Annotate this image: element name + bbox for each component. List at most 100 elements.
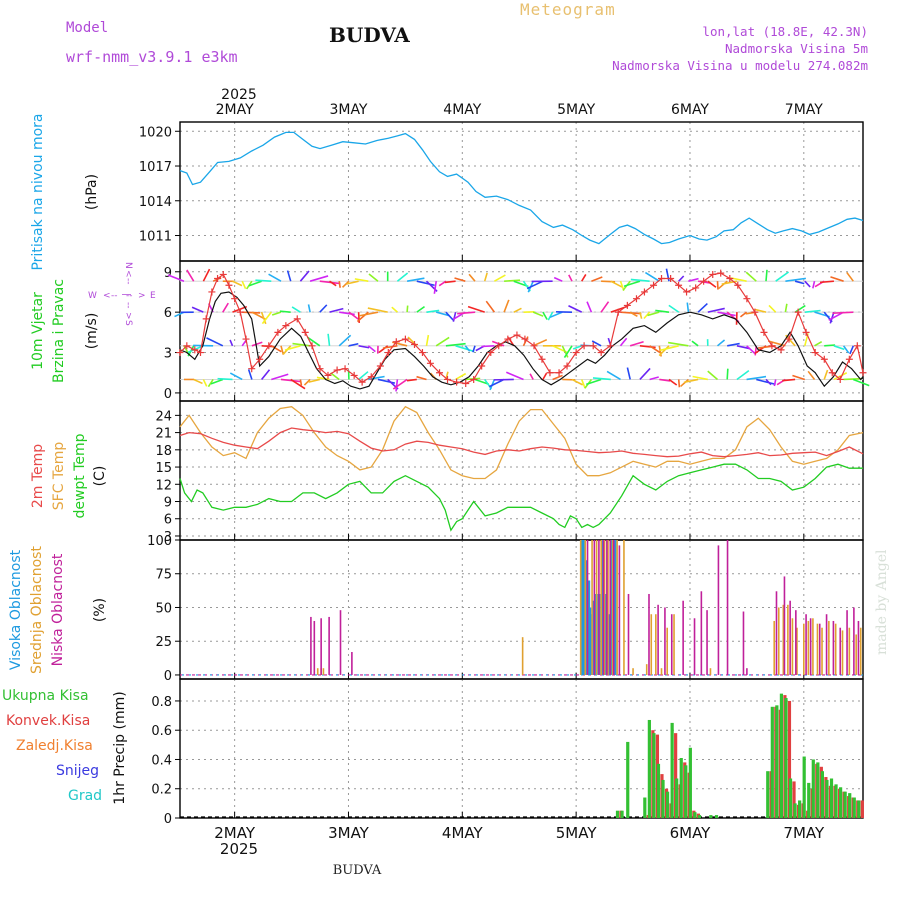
- wind-speed-marker: [384, 349, 392, 357]
- precip-total-bar: [615, 810, 620, 818]
- precip-total-bar: [684, 765, 688, 818]
- wind-barb: [513, 307, 522, 313]
- wind-speed-marker: [563, 362, 571, 370]
- panel-frame: [179, 678, 864, 819]
- wind-speed-marker: [462, 380, 470, 387]
- wind-speed-marker: [308, 342, 316, 350]
- wind-barb: [217, 377, 233, 381]
- cloud-mid-bar: [623, 540, 625, 675]
- cloud-low-bar: [627, 593, 630, 675]
- wind-barb: [768, 304, 777, 313]
- cloud-mid-bar: [521, 637, 524, 675]
- wind-speed-marker: [675, 281, 683, 289]
- panel-clouds: 0 25 50 75 100: [147, 534, 864, 684]
- pressure-unit: (hPa): [84, 174, 100, 210]
- wind-speed-marker: [751, 308, 759, 316]
- cloud-mid-bar: [666, 627, 669, 675]
- compass-n: N: [123, 262, 133, 269]
- wind-barb: [435, 336, 450, 347]
- temp-side-label-2: SFC Temp: [51, 442, 67, 511]
- cloud-high-bar: [593, 593, 597, 675]
- cloud-low-bar: [846, 610, 848, 675]
- wind-barb: [406, 378, 417, 382]
- wind-barb: [247, 369, 253, 380]
- wind-barb: [481, 345, 495, 348]
- wind-speed-marker: [521, 335, 529, 343]
- precip-total-bar: [848, 793, 852, 818]
- precip-total-bar: [675, 778, 679, 818]
- cloud-mid-bar: [611, 540, 614, 675]
- wind-barb: [658, 345, 670, 357]
- cloud-low-bar: [606, 540, 608, 675]
- precip-total-bar: [766, 771, 770, 818]
- cloud-high-bar: [589, 614, 593, 675]
- precip-legend-frz: Zaledj.Kisa: [16, 738, 93, 754]
- cloud-mid-bar: [782, 604, 785, 675]
- cloud-mid-bar: [796, 627, 798, 675]
- cloud-mid-bar: [848, 627, 851, 675]
- wind-speed-marker: [794, 308, 802, 316]
- wind-barb: [697, 303, 708, 313]
- precip-total-bar: [714, 815, 719, 818]
- precip-total-bar: [811, 759, 815, 818]
- y-tick-label: 1014: [139, 195, 172, 210]
- cloud-low-bar: [742, 611, 745, 675]
- wind-barb: [309, 275, 329, 282]
- wind-barb: [745, 271, 757, 282]
- wind-speed-marker: [597, 349, 605, 357]
- wind-barb: [242, 311, 261, 314]
- cloud-mid-bar: [709, 668, 712, 675]
- wind-barb: [571, 378, 584, 386]
- wind-barb: [484, 378, 492, 390]
- wind-barb: [736, 369, 750, 381]
- y-tick-label: 9: [164, 496, 172, 511]
- wind-barb: [754, 308, 767, 313]
- wind-barb: [338, 281, 341, 288]
- precip-total-bar: [839, 787, 843, 818]
- cloud-high-bar: [609, 540, 613, 675]
- wind-barb: [853, 378, 870, 387]
- wind-barb: [377, 378, 396, 384]
- wind-barb: [794, 280, 805, 285]
- wind-unit: (m/s): [84, 313, 100, 350]
- wind-barb: [830, 276, 844, 282]
- wind-speed-marker: [836, 375, 844, 383]
- wind-speed-marker: [231, 295, 239, 303]
- cloud-low-bar: [648, 593, 650, 675]
- wind-barb: [270, 345, 282, 353]
- wind-speed-marker: [248, 365, 256, 373]
- wind-speed-marker: [828, 369, 836, 377]
- wind-barb: [794, 304, 806, 313]
- y-tick-label: 6: [164, 513, 172, 528]
- cloud-side-label-3: Niska Oblacnost: [50, 553, 66, 666]
- cloud-mid-bar: [616, 540, 618, 675]
- wind-speed-marker: [768, 342, 776, 350]
- precip-total-bar: [775, 705, 779, 818]
- wind-barb: [630, 278, 650, 282]
- wind-barb: [784, 303, 788, 313]
- wind-barb: [586, 301, 593, 313]
- wind-barb: [792, 374, 806, 381]
- cloud-low-bar: [670, 614, 673, 675]
- wind-barb: [488, 378, 505, 388]
- wind-barb: [341, 280, 350, 288]
- wind-barb: [382, 345, 398, 349]
- cloud-low-bar: [825, 614, 828, 675]
- wind-speed-marker: [219, 270, 227, 278]
- cloud-high-bar: [604, 593, 608, 675]
- wind-speed-marker: [538, 355, 546, 363]
- cloud-low-bar: [839, 627, 842, 675]
- wind-barb: [626, 367, 631, 380]
- wind-barb: [629, 311, 638, 318]
- cloud-low-bar: [795, 610, 797, 675]
- wind-barb: [775, 271, 790, 282]
- wind-speed-marker: [760, 328, 768, 336]
- wind-barb: [644, 271, 660, 282]
- wind-barb: [824, 344, 836, 347]
- wind-barb: [416, 280, 435, 287]
- wind-barb: [291, 306, 301, 313]
- wind-speed-marker: [623, 301, 631, 309]
- precip-total-bar: [626, 741, 630, 818]
- wind-barb: [251, 341, 263, 347]
